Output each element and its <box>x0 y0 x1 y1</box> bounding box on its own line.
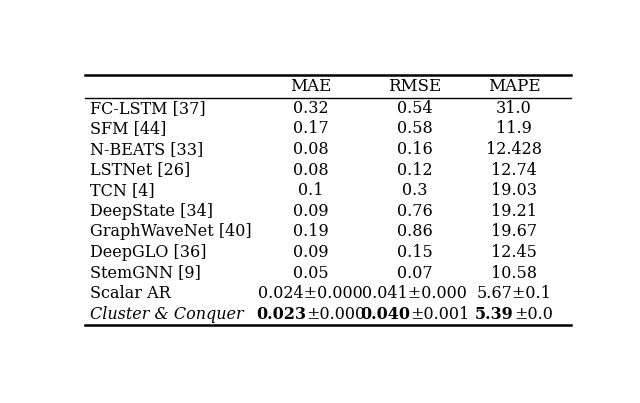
Text: 0.17: 0.17 <box>292 120 328 137</box>
Text: DeepGLO [36]: DeepGLO [36] <box>90 244 207 261</box>
Text: 0.58: 0.58 <box>397 120 433 137</box>
Text: StemGNN [9]: StemGNN [9] <box>90 264 201 282</box>
Text: 12.45: 12.45 <box>491 244 537 261</box>
Text: ±0.000: ±0.000 <box>306 306 365 323</box>
Text: 19.03: 19.03 <box>491 182 537 199</box>
Text: 12.74: 12.74 <box>491 162 537 179</box>
Text: Scalar AR: Scalar AR <box>90 285 171 302</box>
Text: 0.15: 0.15 <box>397 244 433 261</box>
Text: 0.024±0.000: 0.024±0.000 <box>259 285 363 302</box>
Text: Cluster & Conquer: Cluster & Conquer <box>90 306 244 323</box>
Text: 12.428: 12.428 <box>486 141 542 158</box>
Text: RMSE: RMSE <box>388 78 442 95</box>
Text: 0.32: 0.32 <box>293 100 328 117</box>
Text: 10.58: 10.58 <box>491 264 537 282</box>
Text: 0.16: 0.16 <box>397 141 433 158</box>
Text: 0.040: 0.040 <box>360 306 410 323</box>
Text: MAE: MAE <box>290 78 332 95</box>
Text: DeepState [34]: DeepState [34] <box>90 203 213 220</box>
Text: 0.041±0.000: 0.041±0.000 <box>362 285 467 302</box>
Text: 0.86: 0.86 <box>397 223 433 240</box>
Text: 0.12: 0.12 <box>397 162 433 179</box>
Text: ±0.0: ±0.0 <box>514 306 553 323</box>
Text: 31.0: 31.0 <box>496 100 532 117</box>
Text: 11.9: 11.9 <box>496 120 532 137</box>
Text: N-BEATS [33]: N-BEATS [33] <box>90 141 203 158</box>
Text: 0.09: 0.09 <box>293 244 328 261</box>
Text: 0.023: 0.023 <box>256 306 306 323</box>
Text: LSTNet [26]: LSTNet [26] <box>90 162 190 179</box>
Text: 19.67: 19.67 <box>491 223 537 240</box>
Text: GraphWaveNet [40]: GraphWaveNet [40] <box>90 223 252 240</box>
Text: MAPE: MAPE <box>488 78 540 95</box>
Text: 5.67±0.1: 5.67±0.1 <box>477 285 552 302</box>
Text: 19.21: 19.21 <box>491 203 537 220</box>
Text: TCN [4]: TCN [4] <box>90 182 154 199</box>
Text: FC-LSTM [37]: FC-LSTM [37] <box>90 100 205 117</box>
Text: 0.09: 0.09 <box>293 203 328 220</box>
Text: 0.07: 0.07 <box>397 264 433 282</box>
Text: 0.05: 0.05 <box>293 264 328 282</box>
Text: ±0.001: ±0.001 <box>410 306 469 323</box>
Text: SFM [44]: SFM [44] <box>90 120 166 137</box>
Text: 0.3: 0.3 <box>402 182 428 199</box>
Text: 0.08: 0.08 <box>293 141 328 158</box>
Text: 0.1: 0.1 <box>298 182 323 199</box>
Text: 0.54: 0.54 <box>397 100 433 117</box>
Text: 0.08: 0.08 <box>293 162 328 179</box>
Text: 0.19: 0.19 <box>292 223 328 240</box>
Text: 0.76: 0.76 <box>397 203 433 220</box>
Text: 5.39: 5.39 <box>475 306 514 323</box>
